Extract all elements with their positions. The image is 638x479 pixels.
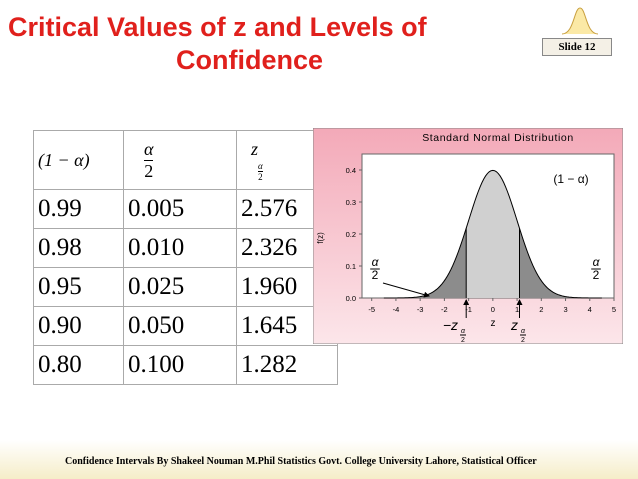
chart-title: Standard Normal Distribution — [422, 132, 574, 144]
x-tick-label: 0 — [491, 305, 495, 314]
header-cell: (1 − α) — [33, 130, 124, 190]
sub-numerator: α — [521, 328, 526, 335]
cell: 0.90 — [33, 306, 124, 346]
footer: Confidence Intervals By Shakeel Nouman M… — [65, 456, 537, 467]
curve-area — [519, 228, 602, 298]
row: 0.95 0.025 1.960 — [33, 267, 338, 307]
title: Critical Values of z and Levels of — [8, 12, 427, 42]
row: 0.80 0.100 1.282 — [33, 345, 338, 385]
cell: 1.282 — [236, 345, 338, 385]
x-tick-label: 3 — [563, 305, 567, 314]
sub-numerator: α — [461, 328, 466, 335]
numerator: α — [593, 255, 601, 269]
x-tick-label: -5 — [368, 305, 375, 314]
cell: 0.80 — [33, 345, 124, 385]
header-text: (1 − α) — [38, 149, 90, 170]
slide-number: Slide 12 — [542, 38, 612, 56]
cell: 0.010 — [123, 228, 237, 268]
sub-denominator: 2 — [521, 337, 525, 344]
y-tick-label: 0.2 — [346, 230, 356, 239]
title: Confidence — [176, 45, 324, 75]
y-tick-label: 0.4 — [346, 166, 356, 175]
y-tick-label: 0.0 — [346, 294, 356, 303]
sub-denominator: 2 — [461, 337, 465, 344]
cell: 0.95 — [33, 267, 124, 307]
y-label: f(z) — [316, 232, 325, 244]
cell: 0.99 — [33, 189, 124, 229]
curve-area — [466, 170, 520, 298]
x-tick-label: 1 — [515, 305, 519, 314]
footer-band — [0, 440, 638, 479]
x-tick-label: -3 — [417, 305, 424, 314]
x-tick-label: 5 — [612, 305, 616, 314]
annotation: (1 − α) — [553, 172, 588, 186]
symbol: z — [251, 138, 259, 159]
x-label: z — [491, 318, 496, 329]
x-tick-label: -1 — [465, 305, 472, 314]
numerator: α — [372, 255, 380, 269]
x-tick-label: -4 — [393, 305, 400, 314]
curve-area — [383, 228, 467, 298]
x-tick-label: 2 — [539, 305, 543, 314]
chart: Standard Normal Distribution f(z) z 0.0 0… — [313, 128, 623, 344]
denominator: 2 — [372, 268, 379, 282]
symbol: −z — [443, 317, 458, 333]
cell: 0.005 — [123, 189, 237, 229]
numerator: α — [144, 138, 154, 159]
cell: 0.98 — [33, 228, 124, 268]
cell: 0.025 — [123, 267, 237, 307]
denominator: 2 — [258, 170, 263, 182]
curve — [383, 169, 602, 299]
row: 0.98 0.010 2.326 — [33, 228, 338, 268]
symbol: z — [510, 317, 518, 333]
arrow — [382, 282, 430, 298]
row: 0.99 0.005 2.576 — [33, 189, 338, 229]
y-tick-label: 0.1 — [346, 262, 356, 271]
x-tick-label: -2 — [441, 305, 448, 314]
cell: 0.100 — [123, 345, 237, 385]
numerator: α — [258, 160, 263, 171]
cell: 0.050 — [123, 306, 237, 346]
bell-icon — [561, 7, 599, 35]
denominator: 2 — [593, 268, 600, 282]
row: 0.90 0.050 1.645 — [33, 306, 338, 346]
x-tick-label: 4 — [588, 305, 592, 314]
y-tick-label: 0.3 — [346, 198, 356, 207]
denominator: 2 — [144, 159, 154, 181]
